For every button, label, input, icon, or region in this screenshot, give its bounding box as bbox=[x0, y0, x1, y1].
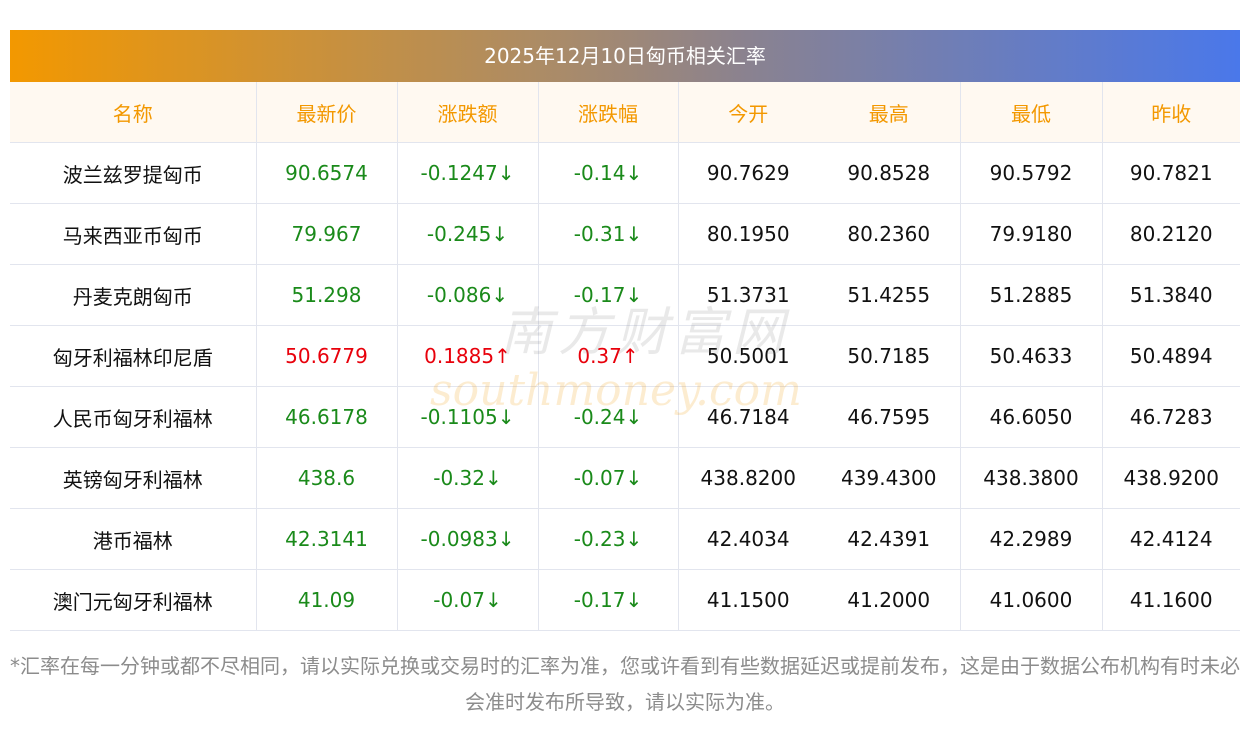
cell-name: 港币福林 bbox=[10, 508, 256, 570]
cell-open: 50.5001 bbox=[677, 325, 818, 387]
table-row: 匈牙利福林印尼盾 50.6779 0.1885↑ 0.37↑ 50.5001 50.718… bbox=[10, 325, 1240, 387]
cell-low: 41.0600 bbox=[959, 569, 1102, 631]
cell-open: 51.3731 bbox=[677, 264, 818, 326]
cell-change: -0.07↓ bbox=[396, 569, 538, 631]
cell-open: 90.7629 bbox=[677, 142, 818, 204]
table-title: 2025年12月10日匈币相关汇率 bbox=[10, 30, 1240, 82]
cell-open: 80.1950 bbox=[677, 203, 818, 265]
cell-prev: 438.9200 bbox=[1101, 447, 1240, 509]
cell-change: -0.1247↓ bbox=[396, 142, 538, 204]
column-header: 最高 bbox=[818, 82, 960, 143]
cell-high: 50.7185 bbox=[818, 325, 960, 387]
cell-name: 波兰兹罗提匈币 bbox=[10, 142, 256, 204]
cell-prev: 90.7821 bbox=[1101, 142, 1240, 204]
column-header: 涨跌幅 bbox=[537, 82, 678, 143]
cell-change: -0.245↓ bbox=[396, 203, 538, 265]
cell-high: 439.4300 bbox=[818, 447, 960, 509]
disclaimer-note: *汇率在每一分钟或都不尽相同，请以实际兑换或交易时的汇率为准，您或许看到有些数据… bbox=[10, 654, 1240, 714]
header-row: 名称 最新价 涨跌额 涨跌幅 今开 最高 最低 昨收 bbox=[10, 82, 1240, 143]
cell-change: -0.0983↓ bbox=[396, 508, 538, 570]
column-header: 昨收 bbox=[1101, 82, 1240, 143]
column-header: 名称 bbox=[10, 82, 256, 143]
table-row: 丹麦克朗匈币 51.298 -0.086↓ -0.17↓ 51.3731 51.4255 5… bbox=[10, 264, 1240, 326]
cell-latest: 51.298 bbox=[255, 264, 397, 326]
cell-latest: 79.967 bbox=[255, 203, 397, 265]
cell-low: 46.6050 bbox=[959, 386, 1102, 448]
cell-pct: -0.07↓ bbox=[537, 447, 678, 509]
table-row: 波兰兹罗提匈币 90.6574 -0.1247↓ -0.14↓ 90.7629 90.85… bbox=[10, 142, 1240, 204]
cell-prev: 42.4124 bbox=[1101, 508, 1240, 570]
cell-prev: 80.2120 bbox=[1101, 203, 1240, 265]
cell-name: 丹麦克朗匈币 bbox=[10, 264, 256, 326]
cell-pct: -0.23↓ bbox=[537, 508, 678, 570]
cell-prev: 41.1600 bbox=[1101, 569, 1240, 631]
cell-high: 80.2360 bbox=[818, 203, 960, 265]
cell-latest: 438.6 bbox=[255, 447, 397, 509]
cell-latest: 41.09 bbox=[255, 569, 397, 631]
cell-pct: -0.31↓ bbox=[537, 203, 678, 265]
cell-high: 90.8528 bbox=[818, 142, 960, 204]
cell-pct: -0.14↓ bbox=[537, 142, 678, 204]
cell-high: 41.2000 bbox=[818, 569, 960, 631]
cell-open: 46.7184 bbox=[677, 386, 818, 448]
cell-latest: 42.3141 bbox=[255, 508, 397, 570]
cell-latest: 46.6178 bbox=[255, 386, 397, 448]
cell-low: 438.3800 bbox=[959, 447, 1102, 509]
cell-name: 澳门元匈牙利福林 bbox=[10, 569, 256, 631]
cell-low: 50.4633 bbox=[959, 325, 1102, 387]
cell-name: 英镑匈牙利福林 bbox=[10, 447, 256, 509]
cell-change: 0.1885↑ bbox=[396, 325, 538, 387]
cell-name: 人民币匈牙利福林 bbox=[10, 386, 256, 448]
table-row: 马来西亚币匈币 79.967 -0.245↓ -0.31↓ 80.1950 80.2360… bbox=[10, 203, 1240, 265]
cell-pct: -0.24↓ bbox=[537, 386, 678, 448]
cell-change: -0.086↓ bbox=[396, 264, 538, 326]
exchange-rate-table: 名称 最新价 涨跌额 涨跌幅 今开 最高 最低 昨收 波兰兹罗提匈币 90.6574 -0.124… bbox=[10, 82, 1240, 631]
cell-prev: 51.3840 bbox=[1101, 264, 1240, 326]
table-row: 澳门元匈牙利福林 41.09 -0.07↓ -0.17↓ 41.1500 41.2000 4… bbox=[10, 569, 1240, 631]
cell-high: 42.4391 bbox=[818, 508, 960, 570]
cell-pct: 0.37↑ bbox=[537, 325, 678, 387]
cell-latest: 50.6779 bbox=[255, 325, 397, 387]
cell-open: 438.8200 bbox=[677, 447, 818, 509]
cell-change: -0.1105↓ bbox=[396, 386, 538, 448]
cell-open: 41.1500 bbox=[677, 569, 818, 631]
table-row: 英镑匈牙利福林 438.6 -0.32↓ -0.07↓ 438.8200 439.4300… bbox=[10, 447, 1240, 509]
column-header: 今开 bbox=[677, 82, 818, 143]
cell-high: 46.7595 bbox=[818, 386, 960, 448]
cell-prev: 46.7283 bbox=[1101, 386, 1240, 448]
cell-pct: -0.17↓ bbox=[537, 569, 678, 631]
cell-high: 51.4255 bbox=[818, 264, 960, 326]
column-header: 最新价 bbox=[255, 82, 397, 143]
column-header: 涨跌额 bbox=[396, 82, 538, 143]
cell-low: 90.5792 bbox=[959, 142, 1102, 204]
cell-low: 42.2989 bbox=[959, 508, 1102, 570]
cell-open: 42.4034 bbox=[677, 508, 818, 570]
cell-change: -0.32↓ bbox=[396, 447, 538, 509]
cell-low: 51.2885 bbox=[959, 264, 1102, 326]
cell-name: 匈牙利福林印尼盾 bbox=[10, 325, 256, 387]
cell-latest: 90.6574 bbox=[255, 142, 397, 204]
table-row: 人民币匈牙利福林 46.6178 -0.1105↓ -0.24↓ 46.7184 46.7… bbox=[10, 386, 1240, 448]
cell-pct: -0.17↓ bbox=[537, 264, 678, 326]
cell-name: 马来西亚币匈币 bbox=[10, 203, 256, 265]
column-header: 最低 bbox=[959, 82, 1102, 143]
cell-prev: 50.4894 bbox=[1101, 325, 1240, 387]
table-row: 港币福林 42.3141 -0.0983↓ -0.23↓ 42.4034 42.4391 4… bbox=[10, 508, 1240, 570]
cell-low: 79.9180 bbox=[959, 203, 1102, 265]
